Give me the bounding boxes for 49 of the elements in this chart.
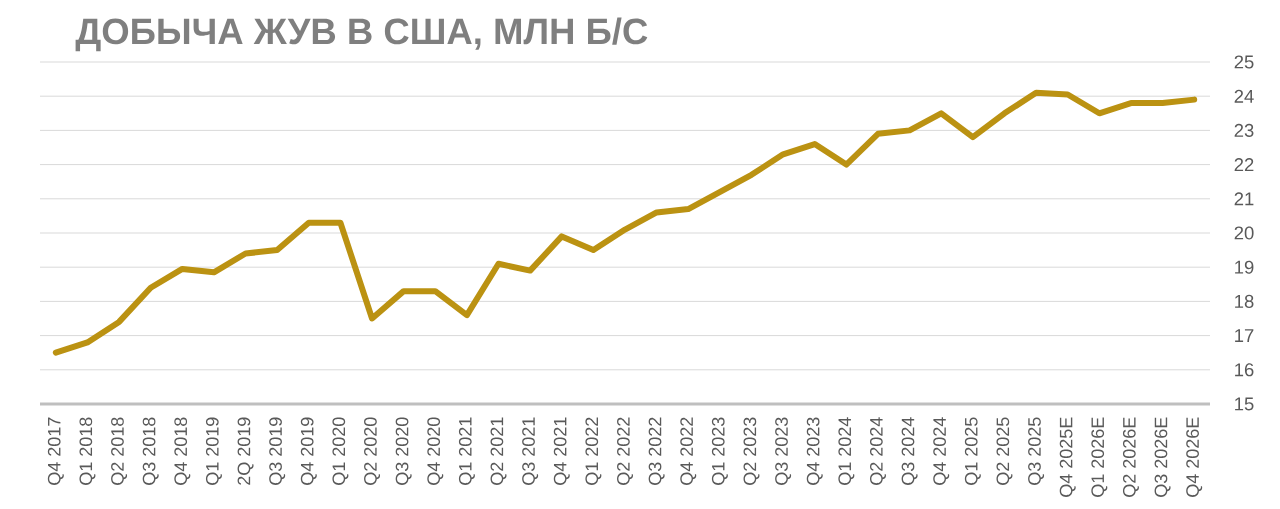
x-tick-label: Q2 2021 xyxy=(490,417,507,485)
x-tick-label: Q4 2026E xyxy=(1186,417,1203,497)
x-tick-label: Q3 2021 xyxy=(522,417,539,485)
x-tick-label: 2Q 2019 xyxy=(237,417,254,485)
y-tick-label: 25 xyxy=(1234,55,1254,69)
x-tick-label: Q2 2025 xyxy=(996,417,1013,485)
x-tick-label: Q3 2022 xyxy=(648,417,665,485)
x-tick-label: Q1 2022 xyxy=(585,417,602,485)
x-tick-label: Q1 2018 xyxy=(79,417,96,485)
x-tick-label: Q4 2025E xyxy=(1059,417,1076,497)
y-tick-label: 19 xyxy=(1235,260,1254,274)
y-tick-label: 15 xyxy=(1235,397,1254,411)
x-tick-label: Q4 2018 xyxy=(174,417,191,485)
x-tick-label: Q1 2023 xyxy=(711,417,728,485)
x-tick-label: Q2 2026E xyxy=(1122,417,1139,497)
x-tick-label: Q2 2018 xyxy=(111,417,128,485)
x-tick-label: Q3 2023 xyxy=(775,417,792,485)
y-tick-label: 24 xyxy=(1234,89,1254,103)
x-tick-label: Q2 2023 xyxy=(743,417,760,485)
chart-title: ДОБЫЧА ЖУВ В США, МЛН Б/С xyxy=(75,17,648,52)
x-tick-label: Q1 2019 xyxy=(205,417,222,485)
x-tick-label: Q1 2024 xyxy=(838,417,855,485)
x-tick-label: Q4 2017 xyxy=(47,417,64,485)
x-tick-label: Q3 2025 xyxy=(1028,417,1045,485)
x-tick-label: Q4 2019 xyxy=(300,417,317,485)
x-tick-label: Q2 2022 xyxy=(617,417,633,485)
x-tick-label: Q4 2021 xyxy=(553,417,570,485)
y-tick-label: 22 xyxy=(1234,158,1254,172)
x-tick-label: Q4 2023 xyxy=(806,417,823,485)
x-tick-label: Q1 2025 xyxy=(964,417,981,485)
x-tick-label: Q3 2019 xyxy=(269,417,286,485)
y-tick-label: 17 xyxy=(1235,329,1254,342)
x-tick-label: Q3 2024 xyxy=(901,417,918,485)
x-tick-label: Q2 2024 xyxy=(869,417,886,485)
x-tick-label: Q3 2020 xyxy=(395,417,412,485)
y-tick-label: 16 xyxy=(1235,363,1254,377)
y-tick-label: 18 xyxy=(1235,294,1254,308)
x-tick-label: Q1 2026E xyxy=(1091,417,1108,497)
x-tick-label: Q4 2024 xyxy=(933,417,950,485)
y-tick-label: 20 xyxy=(1234,226,1254,240)
x-tick-label: Q4 2020 xyxy=(427,417,444,485)
x-tick-label: Q3 2026E xyxy=(1154,417,1171,497)
y-tick-label: 23 xyxy=(1234,123,1254,137)
x-tick-label: Q2 2020 xyxy=(364,417,381,485)
x-tick-label: Q1 2021 xyxy=(458,417,475,485)
x-tick-label: Q4 2022 xyxy=(680,417,697,485)
x-tick-label: Q1 2020 xyxy=(332,417,349,485)
y-tick-label: 21 xyxy=(1234,192,1254,206)
x-tick-label: Q3 2018 xyxy=(142,417,159,485)
